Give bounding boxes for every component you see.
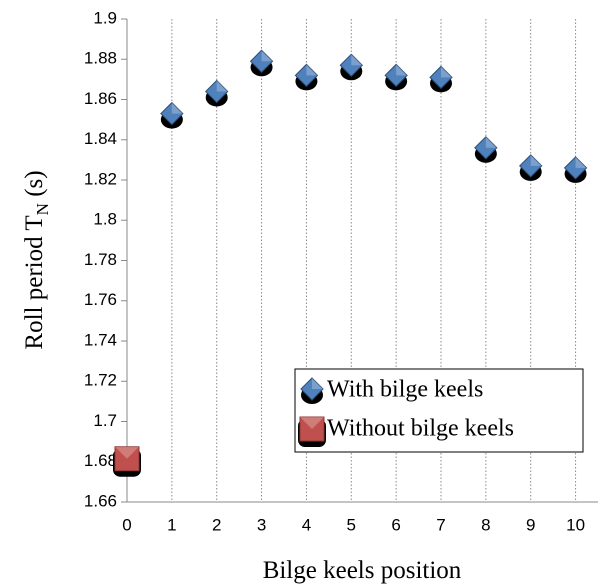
legend-label: Without bilge keels (327, 416, 514, 442)
x-tick-label: 9 (526, 515, 535, 534)
point (563, 156, 588, 183)
marker-diamond (160, 101, 184, 126)
x-tick-label: 0 (122, 515, 131, 534)
x-tick-label: 10 (566, 515, 585, 534)
marker-highlight (261, 50, 273, 62)
y-tick-label: 1.76 (84, 290, 117, 309)
x-tick-label: 1 (167, 515, 176, 534)
marker-diamond (384, 63, 408, 88)
marker-highlight (306, 64, 318, 76)
y-tick-label: 1.78 (84, 250, 117, 269)
point (113, 446, 141, 477)
point (474, 136, 498, 163)
y-tick-label: 1.7 (93, 411, 117, 430)
legend-marker (298, 416, 326, 447)
marker-diamond (249, 49, 274, 73)
x-tick-label: 6 (391, 515, 400, 534)
point (294, 63, 319, 91)
x-axis-label: Bilge keels position (263, 557, 462, 584)
marker-highlight (575, 156, 587, 168)
legend-label: With bilge keels (327, 377, 483, 403)
y-tick-label: 1.74 (84, 330, 117, 349)
marker-diamond (205, 79, 229, 104)
point (429, 65, 453, 93)
y-tick-label: 1.9 (93, 8, 117, 27)
marker-diamond (339, 53, 363, 77)
marker-diamond (563, 156, 588, 180)
marker-highlight (441, 66, 452, 78)
legend-marker (300, 377, 324, 404)
marker-diamond (474, 136, 498, 160)
y-tick-label: 1.84 (84, 129, 117, 148)
marker-highlight (351, 54, 363, 66)
marker-highlight (216, 80, 228, 92)
y-axis-label: Roll period TN (s) (21, 170, 52, 349)
marker-highlight (530, 154, 542, 166)
point (160, 101, 184, 129)
y-tick-label: 1.68 (84, 451, 117, 470)
marker-highlight (485, 136, 497, 148)
marker-square (299, 416, 325, 442)
x-tick-label: 3 (257, 515, 266, 534)
y-label-unit: (s) (21, 170, 48, 203)
point (384, 63, 408, 91)
marker-highlight (300, 417, 324, 429)
legend-box (294, 368, 584, 453)
marker-diamond (429, 65, 453, 90)
y-tick-label: 1.82 (84, 169, 117, 188)
marker-square (114, 446, 140, 472)
point (205, 79, 229, 107)
y-label-main: Roll period T (21, 215, 48, 349)
marker-diamond (294, 63, 319, 88)
x-tick-label: 5 (347, 515, 356, 534)
y-tick-label: 1.8 (93, 210, 117, 229)
marker-diamond (300, 377, 324, 401)
x-tick-label: 7 (436, 515, 445, 534)
y-tick-label: 1.88 (84, 49, 117, 68)
point (519, 154, 543, 181)
marker-diamond (519, 154, 543, 178)
marker-highlight (312, 378, 323, 389)
marker-highlight (396, 64, 408, 76)
marker-highlight (171, 102, 183, 114)
y-label-sub: N (33, 203, 52, 215)
x-tick-label: 8 (481, 515, 490, 534)
x-tick-label: 2 (212, 515, 221, 534)
y-tick-label: 1.72 (84, 371, 117, 390)
marker-highlight (115, 446, 139, 459)
y-tick-label: 1.66 (84, 491, 117, 510)
x-tick-label: 4 (302, 515, 311, 534)
y-tick-label: 1.86 (84, 89, 117, 108)
point (339, 53, 363, 81)
point (249, 49, 274, 77)
